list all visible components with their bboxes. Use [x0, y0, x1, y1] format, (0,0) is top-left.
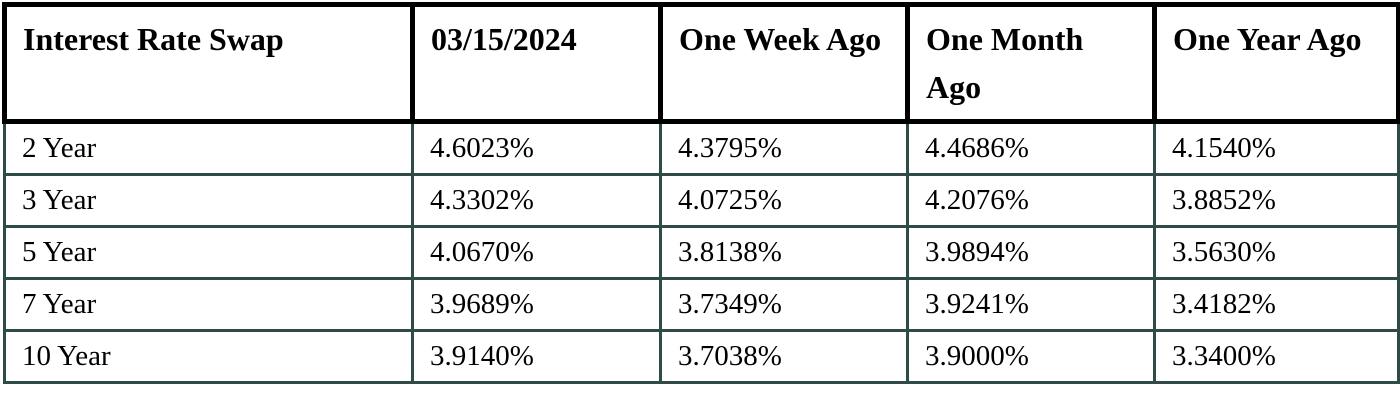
interest-rate-swap-table-container: Interest Rate Swap 03/15/2024 One Week A…: [2, 2, 1400, 384]
row-label-2-year: 2 Year: [3, 120, 414, 176]
header-row: Interest Rate Swap 03/15/2024 One Week A…: [2, 2, 1400, 124]
rate-cell: 3.9689%: [411, 277, 662, 332]
rate-cell: 3.9140%: [411, 329, 662, 384]
rate-cell: 4.4686%: [906, 120, 1156, 176]
rate-cell: 3.3400%: [1153, 329, 1400, 384]
table-row: 2 Year 4.6023% 4.3795% 4.4686% 4.1540%: [3, 120, 1400, 176]
rate-cell: 3.7349%: [659, 277, 909, 332]
rate-cell: 3.7038%: [659, 329, 909, 384]
table-row: 10 Year 3.9140% 3.7038% 3.9000% 3.3400%: [3, 329, 1400, 384]
rate-cell: 4.3302%: [411, 173, 662, 228]
rate-cell: 3.9241%: [906, 277, 1156, 332]
rate-cell: 4.6023%: [411, 120, 662, 176]
interest-rate-swap-table: Interest Rate Swap 03/15/2024 One Week A…: [2, 2, 1400, 384]
rate-cell: 4.0725%: [659, 173, 909, 228]
rate-cell: 4.2076%: [906, 173, 1156, 228]
table-row: 7 Year 3.9689% 3.7349% 3.9241% 3.4182%: [3, 277, 1400, 332]
column-header-one-month-ago: One Month Ago: [905, 2, 1157, 124]
rate-cell: 4.3795%: [659, 120, 909, 176]
column-header-interest-rate-swap: Interest Rate Swap: [2, 2, 415, 124]
rate-cell: 3.9000%: [906, 329, 1156, 384]
table-row: 5 Year 4.0670% 3.8138% 3.9894% 3.5630%: [3, 225, 1400, 280]
rate-cell: 3.9894%: [906, 225, 1156, 280]
row-label-3-year: 3 Year: [3, 173, 414, 228]
rate-cell: 3.8852%: [1153, 173, 1400, 228]
column-header-one-year-ago: One Year Ago: [1152, 2, 1400, 124]
row-label-7-year: 7 Year: [3, 277, 414, 332]
rate-cell: 3.5630%: [1153, 225, 1400, 280]
row-label-5-year: 5 Year: [3, 225, 414, 280]
column-header-current-date: 03/15/2024: [410, 2, 663, 124]
column-header-one-week-ago: One Week Ago: [658, 2, 910, 124]
rate-cell: 4.1540%: [1153, 120, 1400, 176]
rate-cell: 3.8138%: [659, 225, 909, 280]
rate-cell: 3.4182%: [1153, 277, 1400, 332]
rate-cell: 4.0670%: [411, 225, 662, 280]
table-row: 3 Year 4.3302% 4.0725% 4.2076% 3.8852%: [3, 173, 1400, 228]
row-label-10-year: 10 Year: [3, 329, 414, 384]
